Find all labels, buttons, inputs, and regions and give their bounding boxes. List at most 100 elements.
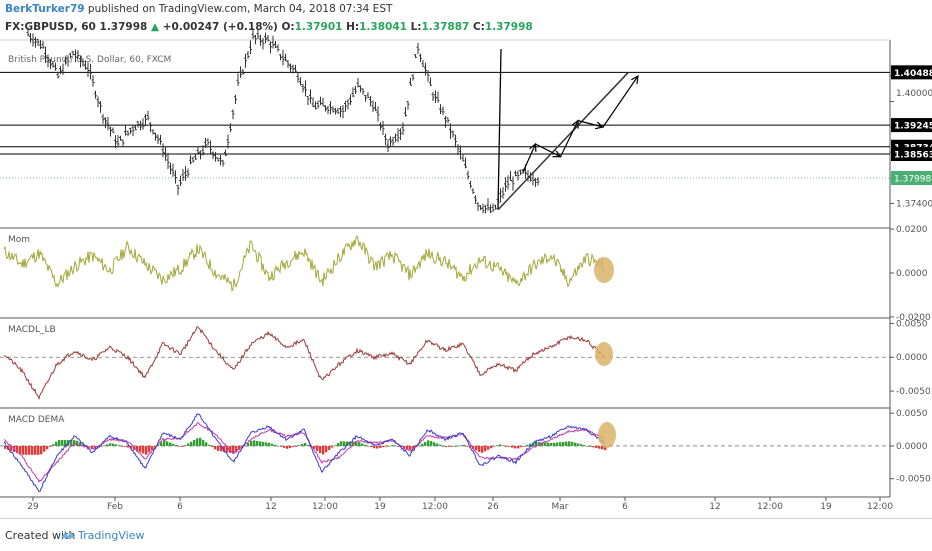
- histogram-bar: [454, 445, 457, 447]
- histogram-bar: [373, 445, 376, 449]
- histogram-bar: [334, 445, 337, 447]
- histogram-bar: [571, 441, 574, 446]
- histogram-bar: [535, 441, 538, 446]
- histogram-bar: [394, 445, 397, 447]
- histogram-bar: [337, 443, 340, 446]
- author-link[interactable]: BerkTurker79: [5, 3, 85, 15]
- histogram-bar: [178, 445, 181, 447]
- histogram-bar: [517, 445, 520, 449]
- histogram-bar: [34, 445, 37, 455]
- histogram-bar: [550, 442, 553, 446]
- histogram-bar: [427, 440, 430, 446]
- histogram-bar: [562, 441, 565, 446]
- histogram-bar: [397, 445, 400, 447]
- histogram-bar: [214, 445, 217, 450]
- indicator-tick-label: 0.0000: [896, 442, 928, 452]
- histogram-bar: [292, 445, 295, 448]
- histogram-bar: [259, 441, 262, 446]
- high-value: 1.38041: [359, 21, 407, 33]
- x-tick-label: 12: [709, 502, 720, 512]
- histogram-bar: [403, 445, 406, 449]
- histogram-bar: [79, 442, 82, 446]
- histogram-bar: [487, 445, 490, 450]
- publish-info: published on TradingView.com, March 04, …: [87, 3, 393, 15]
- histogram-bar: [412, 445, 415, 449]
- x-tick-label: Mar: [552, 502, 569, 512]
- histogram-bar: [391, 445, 394, 446]
- current-price-label: 1.37998: [894, 175, 931, 185]
- histogram-bar: [586, 445, 589, 447]
- histogram-bar: [457, 445, 460, 447]
- histogram-bar: [217, 445, 220, 451]
- histogram-bar: [604, 445, 607, 451]
- histogram-bar: [583, 445, 586, 446]
- histogram-bar: [235, 445, 238, 453]
- histogram-bar: [250, 440, 253, 446]
- histogram-bar: [172, 443, 175, 446]
- histogram-bar: [448, 445, 451, 447]
- histogram-bar: [574, 442, 577, 446]
- indicator-tick-label: -0.0050: [896, 387, 931, 397]
- histogram-bar: [262, 441, 265, 446]
- x-tick-label: 26: [487, 502, 499, 512]
- histogram-bar: [508, 445, 511, 447]
- histogram-bar: [589, 445, 592, 447]
- histogram-bar: [436, 443, 439, 446]
- histogram-bar: [121, 445, 124, 447]
- close-value: 1.37998: [484, 21, 533, 33]
- tradingview-link[interactable]: TradingView: [78, 529, 145, 542]
- projection-arrow: [577, 120, 603, 127]
- x-tick-label: 6: [622, 502, 628, 512]
- chart-canvas[interactable]: 29 Feb 6 12 12:00 19 12:00 26 Mar 6 12 12:00 19 12:00…: [0, 0, 932, 518]
- histogram-bar: [451, 445, 454, 447]
- macdl-line: [3, 326, 605, 401]
- histogram-bar: [556, 442, 559, 446]
- histogram-bar: [388, 445, 391, 447]
- histogram-bar: [298, 445, 301, 446]
- histogram-bar: [421, 443, 424, 446]
- level-label-box: [891, 118, 932, 133]
- indicator-tick-label: 0.0050: [896, 409, 928, 419]
- histogram-bar: [58, 440, 61, 446]
- histogram-bar: [256, 440, 259, 446]
- level-label: 1.40488: [894, 69, 932, 79]
- histogram-bar: [61, 440, 64, 446]
- x-tick-label: 12: [265, 502, 276, 512]
- histogram-bar: [145, 445, 148, 455]
- histogram-bar: [418, 445, 421, 447]
- histogram-bar: [253, 440, 256, 446]
- histogram-bar: [40, 445, 43, 455]
- x-tick-label: 19: [820, 502, 832, 512]
- histogram-bar: [220, 445, 223, 452]
- histogram-bar: [493, 445, 496, 447]
- histogram-bar: [4, 445, 7, 449]
- histogram-bar: [280, 445, 283, 447]
- downtrend-line: [497, 48, 502, 210]
- histogram-bar: [70, 440, 73, 446]
- projection-arrow: [522, 144, 536, 173]
- histogram-bar: [43, 445, 46, 452]
- histogram-bar: [124, 445, 127, 447]
- histogram-bar: [328, 445, 331, 450]
- histogram-bar: [304, 443, 307, 446]
- histogram-bar: [505, 445, 508, 447]
- level-label-box: [891, 147, 932, 162]
- histogram-bar: [496, 445, 499, 447]
- histogram-bar: [112, 443, 115, 446]
- histogram-bar: [46, 445, 49, 450]
- histogram-bar: [190, 441, 193, 446]
- histogram-bar: [208, 444, 211, 446]
- histogram-bar: [307, 445, 310, 446]
- histogram-bar: [268, 442, 271, 446]
- histogram-bar: [475, 445, 478, 451]
- histogram-bar: [520, 445, 523, 448]
- histogram-bar: [205, 442, 208, 446]
- histogram-bar: [160, 442, 163, 446]
- histogram-bar: [367, 445, 370, 447]
- histogram-bar: [19, 445, 22, 454]
- histogram-bar: [91, 445, 94, 449]
- histogram-bar: [73, 440, 76, 446]
- projection-arrow: [559, 121, 579, 157]
- x-tick-label: 29: [27, 502, 39, 512]
- x-tick-label: Feb: [107, 502, 123, 512]
